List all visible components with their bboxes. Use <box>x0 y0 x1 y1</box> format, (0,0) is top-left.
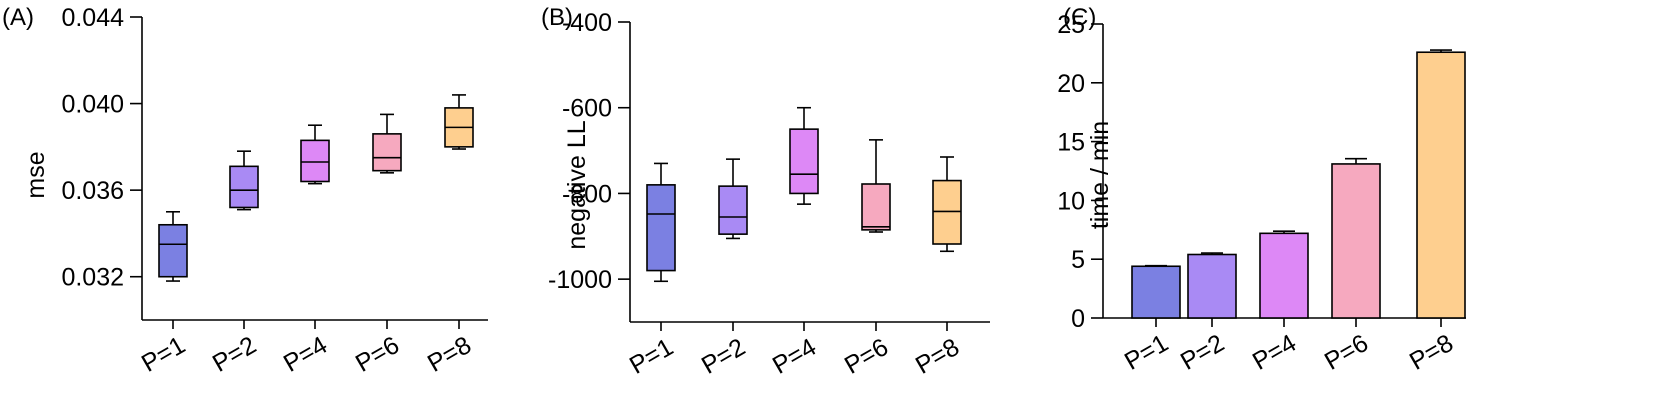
x-tick-label: P=1 <box>137 331 190 378</box>
x-tick-label: P=4 <box>279 331 332 378</box>
y-tick-label: 25 <box>1057 11 1085 39</box>
panel-c-label: (C) <box>1063 4 1096 31</box>
y-tick-label: 0.032 <box>61 264 124 292</box>
y-tick-label: -400 <box>562 9 612 37</box>
y-tick-label: 10 <box>1057 187 1085 215</box>
box-body <box>789 128 819 195</box>
box-body <box>229 165 259 209</box>
box-body <box>932 179 962 245</box>
x-tick-label: P=6 <box>840 333 893 380</box>
box-body <box>158 223 188 278</box>
x-tick-label: P=8 <box>1405 329 1458 376</box>
y-tick-label: -1000 <box>548 266 612 294</box>
panel-c-y-axis-title: time / min <box>1086 121 1114 229</box>
panel-b: (B) negative LL -400 -600 -800 -1000 P=1 P=2 P… <box>541 4 990 380</box>
x-tick-label: P=1 <box>1120 329 1173 376</box>
x-tick-label: P=1 <box>625 333 678 380</box>
x-tick-label: P=6 <box>1320 329 1373 376</box>
x-tick-label: P=8 <box>911 333 964 380</box>
x-tick-label: P=8 <box>423 331 476 378</box>
x-tick-label: P=4 <box>768 333 821 380</box>
panel-a-y-axis-title: mse <box>22 151 50 198</box>
panel-a-label: (A) <box>2 4 34 31</box>
y-tick-label: 0 <box>1071 305 1085 333</box>
y-tick-label: 5 <box>1071 246 1085 274</box>
bar <box>1131 265 1181 319</box>
panel-b-y-axis-title: negative LL <box>563 120 591 249</box>
box-body <box>300 139 330 183</box>
y-tick-label: -800 <box>562 180 612 208</box>
box-body <box>861 183 891 231</box>
y-tick-label: 0.040 <box>61 91 124 119</box>
bar <box>1187 253 1237 319</box>
bar <box>1331 163 1381 319</box>
y-tick-label: 20 <box>1057 70 1085 98</box>
y-tick-label: 0.044 <box>61 4 124 32</box>
panel-c: (C) time / min 0 5 10 15 20 25 P=1 P=2 P=4 P=6 P=8 <box>1057 4 1466 376</box>
panel-b-label: (B) <box>541 4 573 31</box>
bar <box>1416 51 1466 319</box>
x-tick-label: P=2 <box>697 333 750 380</box>
box-body <box>646 184 676 272</box>
x-tick-label: P=4 <box>1248 329 1301 376</box>
y-tick-label: -600 <box>562 95 612 123</box>
y-tick-label: 15 <box>1057 129 1085 157</box>
y-tick-label: 0.036 <box>61 177 124 205</box>
x-tick-label: P=2 <box>208 331 261 378</box>
box-body <box>718 185 748 235</box>
box-body <box>372 133 402 172</box>
x-tick-label: P=6 <box>351 331 404 378</box>
bar <box>1259 232 1309 319</box>
x-tick-label: P=2 <box>1176 329 1229 376</box>
panel-a: (A) mse 0.032 0.036 0.040 0.044 P=1 P=2 P=4 P=6… <box>2 4 488 378</box>
